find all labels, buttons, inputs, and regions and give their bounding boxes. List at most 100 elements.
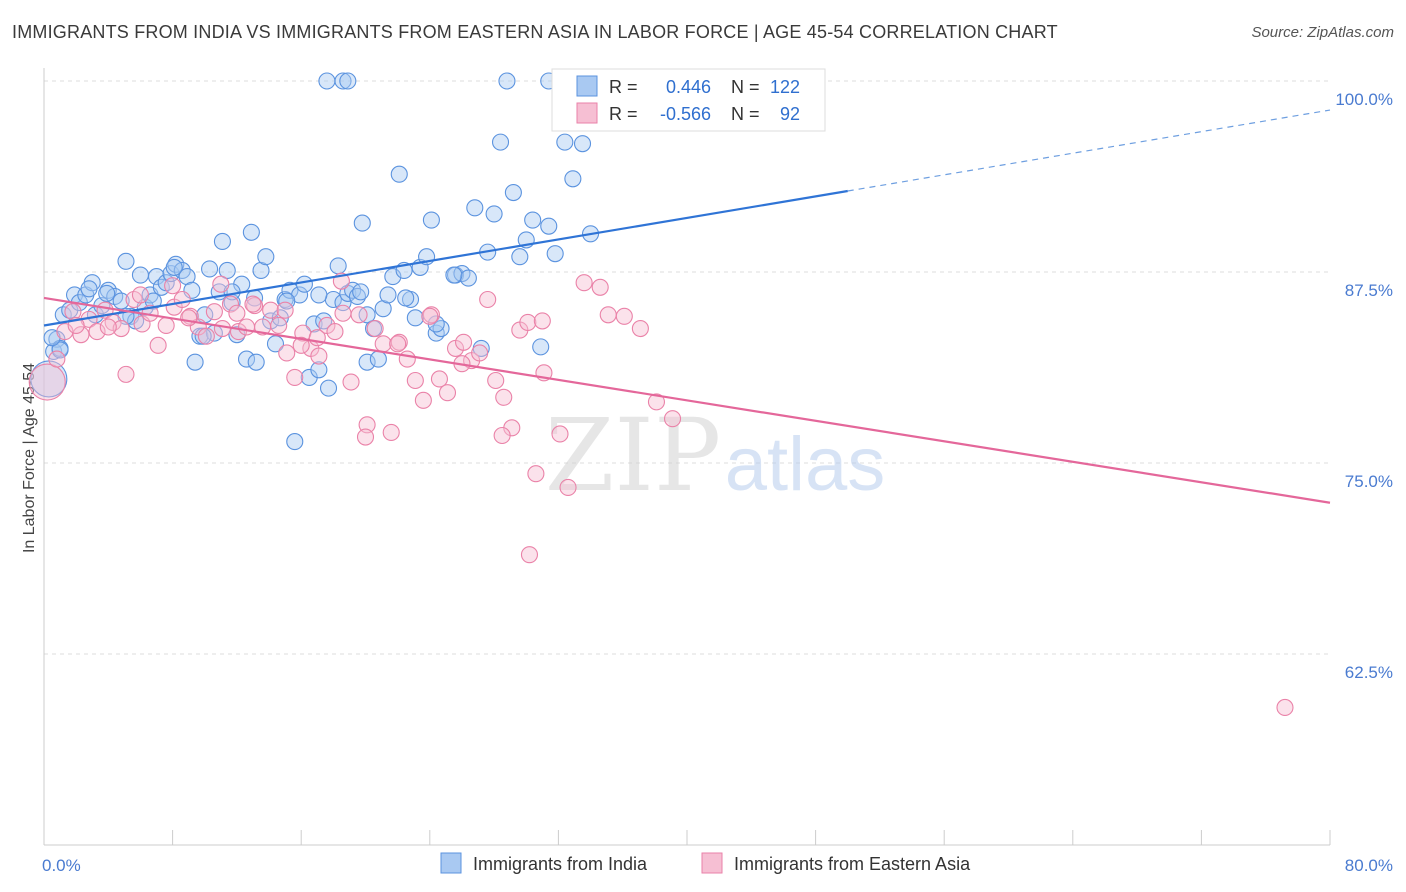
- eastern-asia-point: [131, 286, 149, 304]
- x-tick-labels: 0.0% 80.0%: [42, 856, 1393, 875]
- india-point: [112, 292, 130, 310]
- india-point: [286, 433, 304, 451]
- eastern-asia-point: [615, 307, 633, 325]
- india-point: [358, 353, 376, 371]
- eastern-asia-point: [270, 316, 288, 335]
- y-tick-label: 87.5%: [1345, 281, 1393, 300]
- eastern-asia-point: [559, 478, 577, 496]
- india-point: [318, 72, 336, 90]
- india-point: [564, 170, 582, 188]
- eastern-asia-point: [292, 336, 310, 354]
- india-point: [247, 353, 265, 371]
- eastern-asia-point: [421, 307, 439, 325]
- eastern-asia-point: [244, 295, 262, 313]
- india-point: [242, 223, 260, 241]
- india-point: [573, 135, 592, 153]
- india-point: [117, 252, 135, 270]
- legend-n-label-eastern-asia: N =: [731, 104, 760, 124]
- india-point: [167, 255, 185, 273]
- eastern-asia-point: [374, 335, 392, 353]
- india-point: [556, 133, 574, 151]
- eastern-asia-point: [180, 309, 198, 327]
- eastern-asia-point: [647, 393, 666, 411]
- india-point: [201, 260, 219, 278]
- legend-n-value-india: 122: [770, 77, 800, 97]
- y-tick-label: 100.0%: [1335, 90, 1393, 109]
- y-axis-title: In Labor Force | Age 45-54: [21, 363, 38, 553]
- eastern-asia-point: [527, 465, 545, 483]
- eastern-asia-point: [533, 312, 551, 330]
- y-tick-labels: 100.0% 87.5% 75.0% 62.5%: [1335, 90, 1393, 682]
- watermark: ZIP atlas: [545, 397, 885, 514]
- india-point: [213, 232, 231, 250]
- india-point: [485, 205, 503, 223]
- eastern-asia-point: [495, 388, 513, 406]
- india-point: [353, 214, 371, 232]
- india-point: [459, 269, 477, 287]
- india-point: [281, 281, 299, 299]
- eastern-asia-point: [112, 319, 130, 338]
- legend-swatch-eastern-asia: [576, 102, 598, 124]
- india-point: [427, 324, 445, 342]
- india-point: [310, 361, 328, 379]
- eastern-asia-point: [262, 301, 280, 319]
- eastern-asia-point: [278, 344, 296, 362]
- eastern-asia-point: [520, 546, 539, 564]
- data-points: [28, 72, 1294, 717]
- series-legend-swatch-eastern-asia: [701, 852, 723, 874]
- eastern-asia-point: [519, 313, 537, 331]
- legend-swatch-india: [576, 75, 598, 97]
- eastern-asia-point: [276, 301, 294, 319]
- eastern-asia-point: [237, 318, 256, 336]
- eastern-asia-point: [479, 290, 497, 309]
- eastern-asia-point: [99, 318, 117, 336]
- india-point: [98, 284, 116, 302]
- eastern-asia-point: [164, 277, 182, 295]
- eastern-asia-point: [157, 316, 175, 335]
- eastern-asia-point: [631, 319, 649, 338]
- india-point: [352, 283, 370, 301]
- eastern-asia-point: [228, 304, 246, 322]
- india-point: [511, 248, 529, 266]
- eastern-asia-point: [213, 319, 231, 338]
- india-point: [369, 350, 387, 368]
- eastern-asia-point: [149, 336, 167, 354]
- india-point: [165, 258, 183, 276]
- eastern-asia-point: [455, 333, 473, 351]
- eastern-asia-trend-line: [43, 296, 1331, 504]
- india-point: [339, 72, 357, 90]
- legend-n-label-india: N =: [731, 77, 760, 97]
- legend-r-label-eastern-asia: R =: [609, 104, 638, 124]
- series-legend: Immigrants from India Immigrants from Ea…: [440, 852, 971, 874]
- india-point: [524, 211, 542, 229]
- stats-legend: R = 0.446 N = 122 R = -0.566 N = 92: [551, 68, 826, 132]
- y-tick-label: 75.0%: [1345, 472, 1393, 491]
- india-point: [319, 379, 338, 397]
- eastern-asia-point: [591, 278, 609, 296]
- india-point: [406, 309, 424, 327]
- india-point: [532, 338, 550, 356]
- series-legend-label-eastern-asia: Immigrants from Eastern Asia: [734, 854, 971, 874]
- eastern-asia-point: [212, 275, 230, 293]
- india-trend-extension: [847, 109, 1331, 192]
- india-point: [147, 268, 166, 286]
- eastern-asia-point: [398, 350, 416, 368]
- india-point: [334, 72, 352, 90]
- eastern-asia-point: [358, 416, 376, 434]
- eastern-asia-point: [326, 323, 344, 341]
- eastern-asia-point: [117, 365, 135, 383]
- india-point: [218, 261, 236, 280]
- eastern-asia-point: [663, 410, 682, 428]
- india-point: [390, 165, 408, 183]
- india-trend-line: [43, 189, 848, 327]
- eastern-asia-point: [471, 344, 489, 362]
- legend-r-label-india: R =: [609, 77, 638, 97]
- series-legend-label-india: Immigrants from India: [473, 854, 648, 874]
- eastern-asia-point: [430, 370, 448, 388]
- india-point: [445, 266, 463, 284]
- india-point: [397, 289, 415, 307]
- watermark-atlas: atlas: [725, 422, 886, 507]
- eastern-asia-point: [1276, 698, 1294, 717]
- chart-title: IMMIGRANTS FROM INDIA VS IMMIGRANTS FROM…: [12, 22, 1058, 42]
